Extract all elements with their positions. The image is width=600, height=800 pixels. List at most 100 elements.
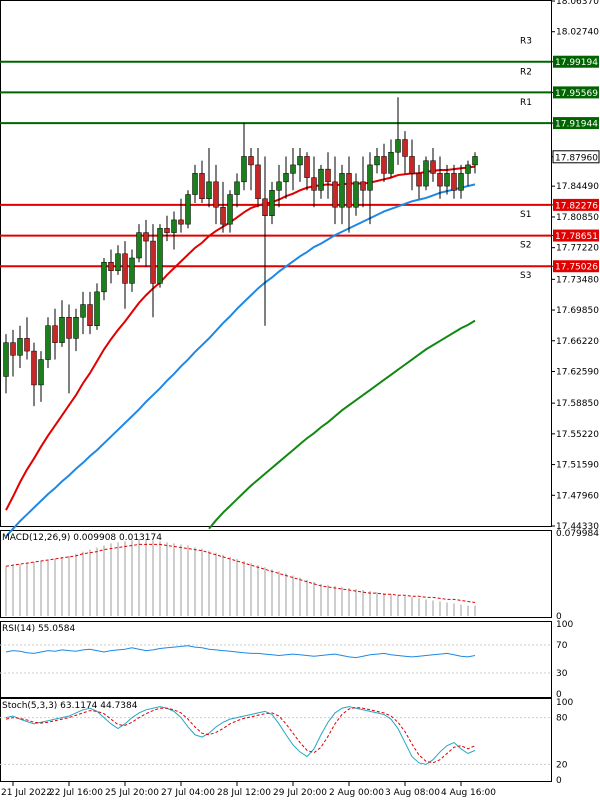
stoch-y-tick-label: 0: [556, 776, 562, 786]
candle-body: [157, 228, 163, 284]
x-tick-label: 29 Jul 20:00: [273, 788, 327, 798]
candle-body: [199, 173, 205, 200]
y-tick-label: 17.58850: [556, 399, 599, 409]
macd-y-tick-label: 0: [556, 612, 562, 622]
level-price-box: [553, 86, 599, 99]
candle-body: [178, 219, 184, 225]
level-name-s1: S1: [520, 210, 531, 220]
stoch-y-tick-label: 100: [556, 698, 573, 708]
ma-mid-line: [5, 183, 476, 538]
rsi-panel: 100 70 30 0: [0, 620, 573, 700]
y-tick-label: 17.55220: [556, 430, 599, 440]
candle-body: [318, 168, 324, 191]
candle-body: [248, 156, 254, 166]
y-tick-label: 17.51590: [556, 461, 599, 471]
stoch-y-tick-label: 80: [556, 714, 568, 724]
candle-body: [206, 181, 212, 200]
candle-body: [94, 291, 100, 326]
x-tick-label: 21 Jul 2022: [1, 788, 52, 798]
rsi-label: RSI(14) 55.0584: [2, 624, 75, 634]
candle-body: [262, 198, 268, 216]
y-tick-label: 18.06370: [556, 0, 599, 7]
candle-body: [192, 173, 198, 195]
rsi-y-tick-label: 0: [556, 690, 562, 700]
candle-body: [66, 316, 72, 339]
level-name-r3: R3: [520, 37, 532, 47]
ma-long-line: [208, 319, 476, 530]
level-price-label: 17.91944: [555, 120, 598, 130]
stoch-y-tick-label: 20: [556, 760, 568, 770]
candle-body: [339, 173, 345, 208]
candle-body: [283, 173, 289, 183]
candle-body: [409, 156, 415, 174]
level-price-box: [553, 198, 599, 211]
y-tick-label: 17.73480: [556, 275, 599, 285]
candle-body: [325, 168, 331, 183]
level-name-r2: R2: [520, 67, 532, 77]
candle-body: [220, 206, 226, 225]
x-tick-label: 27 Jul 04:00: [161, 788, 215, 798]
candle-body: [10, 342, 16, 356]
candle-body: [150, 240, 156, 284]
candle-body: [24, 338, 30, 352]
level-price-box: [553, 260, 599, 273]
main-panel-frame: [0, 0, 552, 527]
macd-panel-frame: [0, 530, 552, 618]
candle-body: [38, 359, 44, 386]
candle-body: [276, 181, 282, 191]
candle-body: [374, 156, 380, 166]
y-tick-label: 17.66220: [556, 337, 599, 347]
candle-body: [185, 194, 191, 225]
candle-body: [332, 181, 338, 208]
current-price-label: 17.87960: [555, 153, 598, 163]
candle-body: [241, 156, 247, 183]
current-price-box: [552, 150, 600, 164]
candle-body: [465, 164, 471, 174]
level-name-r1: R1: [520, 98, 532, 108]
candle-body: [381, 156, 387, 174]
y-tick-label: 17.69850: [556, 306, 599, 316]
candle-body: [367, 164, 373, 191]
candle-body: [416, 173, 422, 187]
rsi-y-tick-label: 30: [556, 669, 568, 679]
candle-body: [213, 181, 219, 208]
x-tick-label: 4 Aug 16:00: [441, 788, 496, 798]
candle-body: [269, 190, 275, 216]
x-tick-label: 28 Jul 12:00: [217, 788, 271, 798]
macd-y-tick-label: 0.079984: [556, 529, 599, 539]
candle-body: [31, 350, 37, 386]
stoch-panel: 100 80 20 0: [0, 698, 573, 786]
level-price-box: [553, 229, 599, 242]
candle-body: [458, 173, 464, 191]
y-tick-label: 18.02740: [556, 28, 599, 38]
macd-panel: 0.079984 0: [5, 529, 599, 622]
candle-body: [346, 173, 352, 208]
stoch-d-line: [5, 706, 476, 764]
level-price-label: 17.95569: [555, 89, 598, 99]
candle-body: [423, 160, 429, 187]
candle-body: [143, 232, 149, 242]
candle-body: [255, 164, 261, 200]
candle-body: [297, 156, 303, 166]
candle-body: [304, 156, 310, 178]
macd-label: MACD(12,26,9) 0.009908 0.013174: [2, 533, 162, 543]
candle-body: [45, 325, 51, 360]
candle-body: [73, 316, 79, 339]
candle-body: [164, 228, 170, 233]
candle-body: [290, 164, 296, 174]
level-price-label: 17.75026: [555, 263, 598, 273]
stoch-k-line: [5, 706, 476, 765]
x-tick-label: 3 Aug 08:00: [385, 788, 440, 798]
rsi-line: [5, 645, 476, 659]
candle-body: [87, 304, 93, 326]
candle-body: [17, 338, 23, 356]
rsi-y-tick-label: 70: [556, 641, 568, 651]
x-tick-label: 22 Jul 16:00: [49, 788, 103, 798]
candle-body: [234, 181, 240, 195]
y-tick-label: 17.84490: [556, 182, 599, 192]
x-tick-label: 2 Aug 00:00: [329, 788, 384, 798]
y-tick-label: 17.47960: [556, 491, 599, 501]
candle-body: [311, 177, 317, 191]
